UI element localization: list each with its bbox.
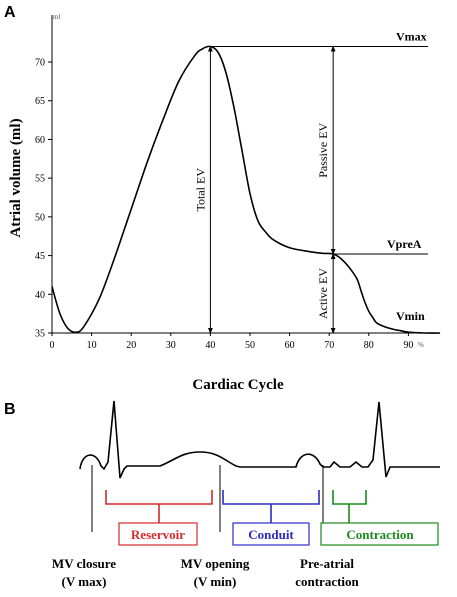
vprea-label: VpreA	[387, 237, 422, 251]
reservoir-label: Reservoir	[131, 527, 185, 542]
active-ev-label: Active EV	[316, 268, 330, 319]
reservoir-phase: Reservoir	[105, 490, 213, 546]
y-unit: ml	[53, 13, 60, 21]
y-tick-label: 50	[35, 212, 45, 223]
conduit-bracket	[222, 490, 320, 523]
x-tick-label: 60	[285, 340, 295, 351]
volume-annotations: Vmax VpreA Vmin Total EV Passive EV Acti…	[193, 30, 428, 334]
pre-atrial-sub: contraction	[295, 574, 359, 589]
y-tick-label: 35	[35, 329, 45, 340]
vmax-label: Vmax	[396, 30, 427, 44]
y-tick-label: 70	[35, 58, 45, 69]
contraction-label: Contraction	[346, 527, 414, 542]
contraction-phase: Contraction	[320, 490, 439, 546]
contraction-box	[320, 522, 439, 546]
mv-closure-sub: (V max)	[62, 574, 107, 589]
panel-a: A 35 40 45 50 55 60 65 70 ml Atrial volume (ml)…	[4, 4, 441, 393]
mv-opening-sub: (V min)	[194, 574, 237, 589]
ecg-trace	[79, 400, 440, 479]
conduit-phase: Conduit	[222, 490, 320, 546]
x-tick-label: 80	[364, 340, 374, 351]
total-ev-label: Total EV	[193, 168, 207, 212]
contraction-bracket	[332, 490, 367, 523]
reservoir-box	[118, 522, 198, 546]
x-tick-label: 70	[324, 340, 334, 351]
mv-opening-label: MV opening	[181, 556, 250, 571]
pre-atrial-label: Pre-atrial	[300, 556, 354, 571]
event-markers	[91, 465, 324, 532]
reservoir-bracket	[105, 490, 213, 523]
y-tick-label: 60	[35, 135, 45, 146]
y-tick-label: 55	[35, 174, 45, 185]
event-labels: MV closure (V max) MV opening (V min) Pr…	[52, 556, 360, 589]
x-tick-label: 50	[245, 340, 255, 351]
conduit-label: Conduit	[248, 527, 294, 542]
y-tick-label: 65	[35, 96, 45, 107]
y-tick-label: 40	[35, 290, 45, 301]
y-axis-label: Atrial volume (ml)	[8, 118, 24, 237]
y-ticks: 35 40 45 50 55 60 65 70	[35, 58, 52, 340]
panel-b: B Reservoir Conduit Contraction MV closu…	[4, 400, 440, 589]
conduit-box	[232, 522, 310, 546]
panel-a-letter: A	[4, 4, 16, 21]
x-tick-label: 10	[87, 340, 97, 351]
panel-b-letter: B	[4, 401, 16, 418]
mv-closure-label: MV closure	[52, 556, 116, 571]
x-tick-label: 30	[166, 340, 176, 351]
vmin-label: Vmin	[396, 309, 425, 323]
y-axis: 35 40 45 50 55 60 65 70 ml Atrial volume (ml)	[8, 13, 60, 340]
y-tick-label: 45	[35, 251, 45, 262]
x-ticks: 0 10 20 30 40 50 60 70 80 90	[50, 333, 413, 351]
x-axis: 0 10 20 30 40 50 60 70 80 90 % Cardiac Cycle	[50, 332, 434, 393]
atrial-volume-curve	[51, 45, 441, 334]
x-tick-label: 90	[403, 340, 413, 351]
x-tick-label: 40	[205, 340, 215, 351]
x-unit: %	[418, 341, 424, 349]
x-axis-label: Cardiac Cycle	[192, 377, 284, 393]
passive-ev-label: Passive EV	[316, 122, 330, 177]
x-tick-label: 0	[50, 340, 55, 351]
x-tick-label: 20	[126, 340, 136, 351]
